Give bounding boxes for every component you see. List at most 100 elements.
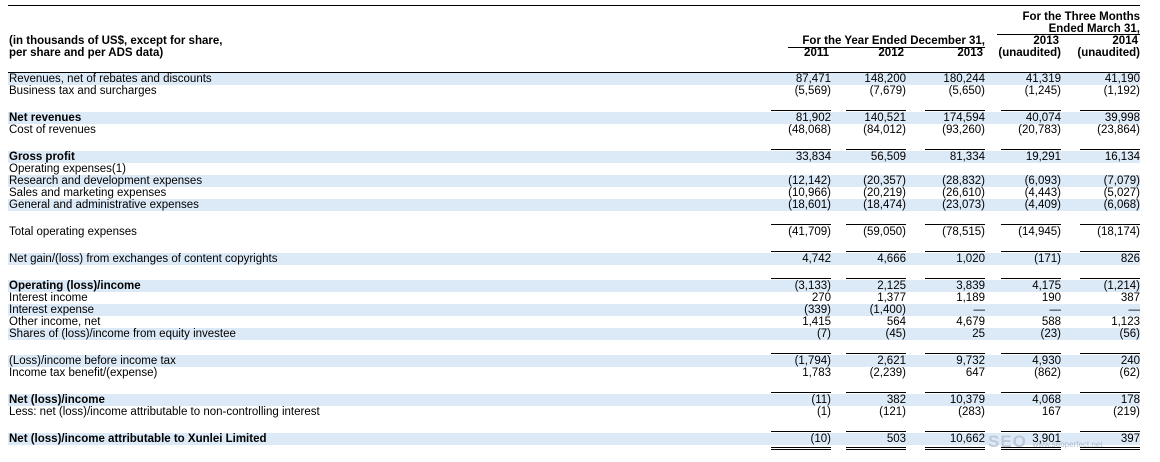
- row-label: Net gain/(loss) from exchanges of conten…: [9, 253, 278, 265]
- row-value-col-1: (121): [879, 406, 906, 418]
- row-value-col-4: (1,214): [1103, 280, 1140, 292]
- subtotal-rule: [1080, 224, 1140, 225]
- row-value-col-1: (84,012): [863, 124, 906, 136]
- row-value-col-4: (62): [1119, 367, 1140, 379]
- row-value-col-2: (283): [958, 406, 985, 418]
- row-value-col-0: 4,742: [802, 253, 831, 265]
- subtotal-rule: [925, 149, 985, 150]
- row-value-col-4: 39,998: [1104, 112, 1140, 124]
- subtotal-rule: [1001, 353, 1061, 354]
- table-row: Cost of revenues (48,068) (84,012) (93,260)…: [8, 124, 1140, 136]
- row-value-col-2: 4,679: [956, 316, 985, 328]
- row-label: Net revenues: [9, 112, 82, 124]
- subtotal-rule: [771, 278, 831, 279]
- row-value-col-4: 178: [1120, 394, 1140, 406]
- row-label: Operating (loss)/income: [9, 280, 141, 292]
- row-value-col-2: —: [973, 304, 986, 316]
- row-label: Net (loss)/income attributable to Xunlei…: [9, 433, 267, 445]
- row-value-col-4: (6,068): [1103, 199, 1140, 211]
- row-label: Sales and marketing expenses: [9, 187, 167, 199]
- row-value-col-3: (14,945): [1018, 226, 1061, 238]
- subtotal-rule: [1080, 431, 1140, 432]
- row-value-col-1: 2,125: [877, 280, 906, 292]
- row-value-col-4: (56): [1119, 328, 1140, 340]
- row-value-col-1: (18,474): [863, 199, 906, 211]
- column-sub-4: (unaudited): [1077, 47, 1140, 59]
- row-value-col-1: 382: [886, 394, 906, 406]
- subtotal-rule: [771, 251, 831, 252]
- subtotal-rule: [925, 224, 985, 225]
- row-value-col-0: (339): [804, 304, 831, 316]
- row-value-col-3: 4,068: [1032, 394, 1061, 406]
- subtotal-rule: [1080, 278, 1140, 279]
- row-label: Income tax benefit/(expense): [9, 367, 158, 379]
- table-row: Less: net (loss)/income attributable to …: [8, 406, 1140, 418]
- row-value-col-4: 240: [1120, 355, 1140, 367]
- table-row: Sales and marketing expenses (10,966) (20,…: [8, 187, 1140, 199]
- row-value-col-0: (3,133): [794, 280, 831, 292]
- subtotal-rule: [1001, 149, 1061, 150]
- row-value-col-4: 387: [1120, 292, 1140, 304]
- watermark-main: SEO: [988, 432, 1027, 451]
- row-label: Net (loss)/income: [9, 394, 105, 406]
- subtotal-rule: [771, 110, 831, 111]
- table-row: Net (loss)/income (11) 382 10,379 4,068 178: [8, 394, 1140, 406]
- row-value-col-4: 16,134: [1104, 151, 1140, 163]
- table-row: Interest income 270 1,377 1,189 190 387: [8, 292, 1140, 304]
- year-group-underline: [788, 47, 985, 48]
- row-value-col-0: (18,601): [788, 199, 831, 211]
- total-double-rule: [925, 449, 985, 450]
- subtotal-rule: [846, 392, 906, 393]
- table-row: General and administrative expenses (18,6…: [8, 199, 1140, 211]
- caption-line-2: per share and per ADS data): [9, 47, 164, 59]
- row-value-col-1: 564: [886, 316, 906, 328]
- total-double-rule: [925, 447, 985, 448]
- subtotal-rule: [1001, 278, 1061, 279]
- row-label: Less: net (loss)/income attributable to …: [9, 406, 320, 418]
- watermark: SEO www.seoperfect.net: [988, 432, 1102, 452]
- total-double-rule: [771, 447, 831, 448]
- table-row: Research and development expenses (12,142…: [8, 175, 1140, 187]
- row-value-col-1: 140,521: [864, 112, 906, 124]
- row-value-col-1: 56,509: [870, 151, 906, 163]
- row-value-col-2: 180,244: [943, 73, 985, 85]
- row-value-col-3: (4,443): [1024, 187, 1061, 199]
- row-value-col-1: (20,219): [863, 187, 906, 199]
- subtotal-rule: [846, 431, 906, 432]
- subtotal-rule: [771, 431, 831, 432]
- subtotal-rule: [771, 392, 831, 393]
- row-label: Revenues, net of rebates and discounts: [9, 73, 212, 85]
- row-label: Operating expenses(1): [9, 163, 126, 175]
- row-label: Cost of revenues: [9, 124, 96, 136]
- row-label: Gross profit: [9, 151, 75, 163]
- subtotal-rule: [1080, 353, 1140, 354]
- subtotal-rule: [846, 278, 906, 279]
- total-double-rule: [1001, 449, 1061, 450]
- row-label: Total operating expenses: [9, 226, 137, 238]
- table-row: Operating expenses(1): [8, 163, 1140, 175]
- row-value-col-0: (1): [816, 406, 831, 418]
- row-value-col-4: 826: [1120, 253, 1140, 265]
- subtotal-rule: [925, 278, 985, 279]
- subtotal-rule: [846, 251, 906, 252]
- table-row: Net gain/(loss) from exchanges of conten…: [8, 253, 1140, 265]
- row-value-col-4: 1,123: [1111, 316, 1140, 328]
- row-value-col-3: (1,245): [1024, 85, 1061, 97]
- row-value-col-1: (1,400): [869, 304, 906, 316]
- table-row: Other income, net 1,415 564 4,679 588 1,123: [8, 316, 1140, 328]
- row-value-col-0: (10): [810, 433, 831, 445]
- row-value-col-2: (78,515): [942, 226, 985, 238]
- quarter-group-line-1: For the Three Months: [1022, 11, 1140, 23]
- row-value-col-0: (12,142): [788, 175, 831, 187]
- row-label: Other income, net: [9, 316, 101, 328]
- row-value-col-1: (7,679): [869, 85, 906, 97]
- table-row: Net (loss)/income attributable to Xunlei…: [8, 433, 1140, 445]
- top-rule: [8, 5, 1140, 6]
- row-value-col-1: 1,377: [877, 292, 906, 304]
- row-value-col-1: (2,239): [869, 367, 906, 379]
- subtotal-rule: [925, 431, 985, 432]
- quarter-group-line-2: Ended March 31,: [1048, 23, 1140, 35]
- subtotal-rule: [1001, 431, 1061, 432]
- row-value-col-1: 148,200: [864, 73, 906, 85]
- subtotal-rule: [1001, 251, 1061, 252]
